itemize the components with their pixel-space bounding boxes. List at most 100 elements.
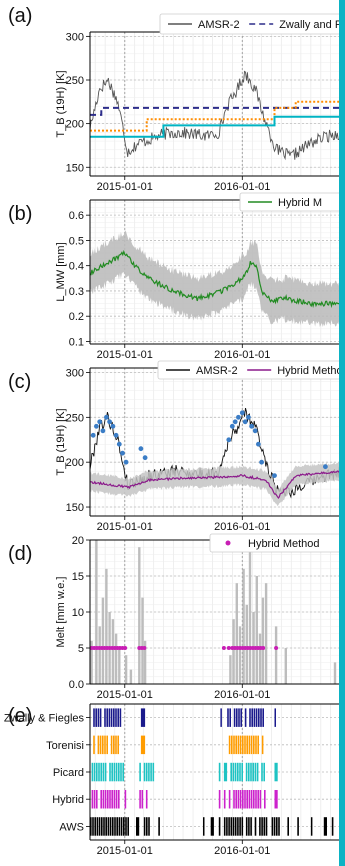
event-mark (253, 790, 255, 809)
data-point (256, 441, 261, 447)
data-point (110, 423, 116, 429)
event-mark (93, 790, 96, 809)
bar (255, 576, 258, 684)
page-frame-border (339, 0, 345, 866)
series-hybrid-m-band (90, 230, 345, 327)
event-mark (113, 762, 116, 782)
event-mark (139, 762, 141, 782)
event-mark (102, 790, 105, 809)
event-mark (101, 817, 103, 836)
bar (284, 648, 287, 684)
event-mark (109, 762, 111, 782)
event-mark (237, 762, 239, 782)
event-mark (248, 790, 251, 809)
event-mark (123, 817, 125, 836)
y-tick-label: 0.5 (69, 235, 84, 247)
event-mark (143, 817, 146, 836)
event-mark (250, 817, 252, 836)
event-mark (115, 762, 118, 782)
event-mark (239, 790, 242, 809)
y-axis-label: Melt [mm w.e.] (55, 577, 67, 648)
event-mark (263, 817, 266, 836)
event-mark (244, 708, 247, 727)
event-mark (91, 762, 94, 782)
x-tick-label: 2016-01-01 (214, 181, 270, 193)
event-mark (262, 708, 264, 727)
event-mark (109, 790, 111, 809)
event-mark (99, 708, 102, 727)
event-mark (98, 817, 101, 836)
event-mark (256, 762, 259, 782)
event-mark (255, 708, 258, 727)
event-mark (297, 817, 299, 836)
bar (238, 626, 242, 684)
legend-label: Zwally and F (279, 19, 342, 31)
event-mark (118, 762, 120, 782)
event-mark (244, 735, 246, 755)
event-mark (136, 817, 140, 836)
data-point (107, 419, 112, 425)
event-mark (237, 790, 240, 809)
series-torinesi (90, 100, 345, 132)
panel-d: (d) 0.0 5 10 15 20 2015-01-01 2016-01-01 Melt [m… (8, 533, 345, 701)
y-tick-label: 5 (78, 643, 84, 655)
event-mark (248, 735, 251, 755)
event-mark (158, 817, 160, 836)
data-point (232, 419, 238, 425)
panel-b: (b) 0.1 0.2 0.3 0.4 0.5 0.6 2015-01-01 2016-01-0… (8, 192, 345, 361)
event-mark (240, 708, 242, 727)
panel-label: (b) (8, 203, 32, 225)
legend-box (209, 533, 345, 553)
event-mark (100, 790, 102, 809)
event-mark (117, 735, 119, 755)
data-point (239, 410, 245, 416)
event-mark (143, 762, 146, 782)
legend-box (239, 192, 345, 212)
event-mark (253, 735, 255, 755)
event-mark (140, 735, 146, 755)
event-mark (252, 762, 254, 782)
y-tick-label: 150 (66, 502, 84, 514)
event-mark (250, 762, 252, 782)
event-mark (223, 762, 228, 782)
bar (90, 640, 93, 684)
event-mark (250, 790, 253, 809)
x-tick-label: 2015-01-01 (97, 689, 153, 701)
event-mark (242, 790, 244, 809)
data-point (94, 423, 99, 429)
event-mark (120, 762, 122, 782)
event-mark (259, 817, 261, 836)
event-mark (97, 735, 100, 755)
event-mark (228, 735, 231, 755)
event-mark (124, 790, 127, 809)
event-mark (91, 790, 94, 809)
event-mark (273, 817, 276, 836)
data-point (226, 437, 232, 443)
x-tick-label: 2016-01-01 (214, 521, 270, 533)
bar (264, 583, 268, 684)
data-point (323, 464, 328, 470)
event-mark (146, 817, 148, 836)
event-mark (150, 762, 152, 782)
event-mark (233, 735, 235, 755)
event-mark (141, 790, 144, 809)
event-mark (232, 762, 235, 782)
event-mark (276, 817, 278, 836)
event-mark (152, 762, 155, 782)
bar (245, 604, 248, 684)
event-mark (249, 708, 251, 727)
data-point (97, 419, 103, 425)
event-mark (139, 790, 141, 809)
data-point (252, 428, 258, 434)
event-mark (233, 790, 235, 809)
y-tick-label: 200 (66, 119, 84, 131)
data-point (229, 423, 235, 429)
data-point (242, 419, 248, 425)
y-tick-label: 0.1 (69, 336, 84, 348)
event-mark (261, 762, 263, 782)
panel-label: (c) (8, 371, 31, 393)
event-mark (90, 817, 92, 836)
event-mark (114, 817, 116, 836)
event-mark (96, 817, 99, 836)
